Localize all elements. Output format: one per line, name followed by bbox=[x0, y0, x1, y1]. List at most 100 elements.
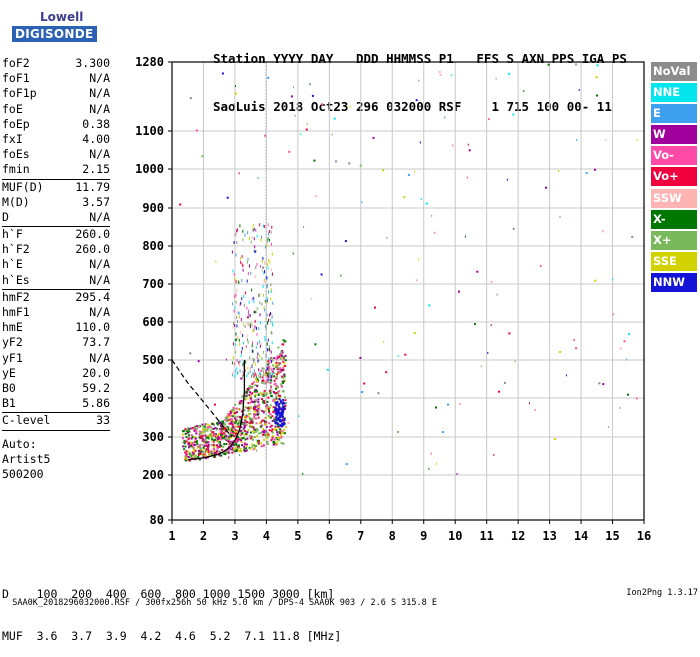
echo-point bbox=[228, 451, 230, 454]
echo-point bbox=[233, 342, 234, 346]
echo-point bbox=[239, 434, 242, 436]
y-axis-ticks: 80 200 300 400 500 600 700 800 900 1000 1100 1280 bbox=[135, 55, 172, 527]
echo-point bbox=[268, 429, 271, 432]
echo-point bbox=[252, 448, 255, 451]
echo-point bbox=[282, 377, 285, 379]
echo-point bbox=[249, 424, 252, 427]
echo-point bbox=[231, 423, 234, 426]
echo-point bbox=[314, 343, 317, 346]
echo-point bbox=[254, 325, 256, 329]
echo-point bbox=[578, 89, 580, 91]
legend-entry: E bbox=[651, 104, 697, 124]
param-row: foEs N/A bbox=[2, 147, 110, 162]
echo-point bbox=[253, 360, 255, 364]
echo-point bbox=[271, 312, 273, 316]
echo-point bbox=[211, 422, 214, 425]
echo-point bbox=[189, 427, 192, 430]
echo-point bbox=[247, 415, 250, 418]
echo-point bbox=[272, 301, 274, 305]
echo-point bbox=[283, 418, 286, 420]
echo-point bbox=[254, 384, 257, 387]
echo-point bbox=[240, 426, 243, 429]
echo-point bbox=[261, 302, 263, 306]
echo-point bbox=[233, 309, 235, 313]
echo-point bbox=[245, 449, 248, 452]
echo-point bbox=[428, 467, 430, 470]
y-tick-label: 1100 bbox=[135, 124, 164, 138]
echo-point bbox=[235, 85, 236, 88]
echo-point bbox=[490, 324, 492, 327]
echo-point bbox=[279, 367, 282, 370]
echo-point bbox=[273, 383, 276, 386]
echo-point bbox=[187, 443, 190, 446]
echo-point bbox=[269, 348, 271, 352]
echo-point bbox=[207, 427, 210, 430]
echo-point bbox=[277, 362, 279, 364]
echo-point bbox=[256, 435, 258, 438]
echo-point bbox=[238, 361, 240, 364]
echo-point bbox=[248, 434, 251, 437]
echo-point bbox=[602, 230, 604, 233]
echo-point bbox=[281, 380, 284, 383]
echo-point bbox=[224, 453, 226, 456]
echo-point bbox=[345, 463, 348, 466]
echo-point bbox=[205, 448, 208, 451]
echo-point bbox=[242, 229, 244, 233]
param-name: h`F2 bbox=[2, 242, 30, 257]
extrapolated-profile bbox=[171, 359, 233, 438]
echo-point bbox=[232, 406, 235, 409]
echo-point bbox=[196, 440, 198, 443]
echo-point bbox=[261, 269, 263, 272]
echo-point bbox=[282, 339, 285, 342]
echo-point bbox=[377, 392, 380, 395]
echo-point bbox=[248, 322, 249, 326]
echo-point bbox=[270, 297, 272, 301]
echo-point bbox=[220, 428, 223, 431]
echo-point bbox=[282, 407, 285, 410]
echo-point bbox=[283, 432, 286, 435]
echo-point bbox=[270, 430, 273, 433]
echo-point bbox=[278, 438, 281, 441]
echo-point bbox=[212, 441, 215, 444]
echo-point bbox=[194, 449, 197, 452]
echo-point bbox=[267, 338, 269, 342]
param-value: N/A bbox=[89, 71, 110, 86]
echo-point bbox=[314, 195, 317, 198]
echo-point bbox=[234, 305, 236, 309]
echo-point bbox=[594, 168, 596, 171]
echo-point bbox=[266, 367, 268, 371]
echo-point bbox=[282, 419, 285, 422]
echo-point bbox=[202, 427, 205, 430]
echo-point bbox=[214, 438, 217, 441]
electron-density-profile bbox=[187, 360, 246, 461]
echo-point bbox=[219, 430, 222, 433]
y-tick-label: 500 bbox=[142, 353, 164, 367]
echo-point bbox=[234, 232, 236, 236]
echo-point bbox=[270, 385, 272, 388]
file-info-footer: SAA0K_2018296032000.RSF / 300fx256h 50 k… bbox=[2, 588, 698, 618]
echo-point bbox=[212, 444, 215, 447]
echo-point bbox=[231, 409, 234, 412]
echo-point bbox=[265, 423, 268, 425]
echo-point bbox=[277, 371, 280, 374]
echo-point bbox=[243, 422, 246, 425]
echo-point bbox=[397, 355, 399, 358]
echo-point bbox=[193, 436, 196, 439]
param-name: yF1 bbox=[2, 350, 23, 365]
echo-point bbox=[236, 439, 239, 442]
echo-point bbox=[182, 445, 185, 448]
echo-point bbox=[294, 114, 296, 117]
param-row: fxI 4.00 bbox=[2, 132, 110, 147]
echo-point bbox=[253, 431, 256, 434]
echo-point bbox=[344, 240, 347, 243]
echo-point bbox=[264, 270, 265, 274]
echo-point bbox=[240, 354, 242, 358]
echo-point bbox=[284, 354, 287, 357]
echo-point bbox=[281, 419, 283, 422]
echo-point bbox=[256, 413, 259, 416]
echo-point bbox=[255, 427, 258, 430]
echo-point bbox=[292, 86, 294, 89]
echo-point bbox=[284, 396, 286, 399]
echo-point bbox=[254, 393, 257, 396]
echo-point bbox=[242, 371, 244, 375]
